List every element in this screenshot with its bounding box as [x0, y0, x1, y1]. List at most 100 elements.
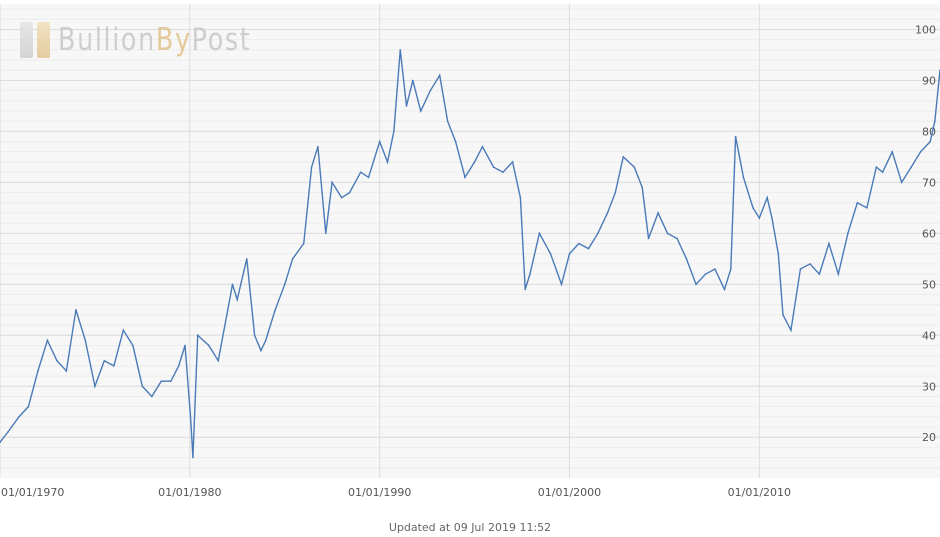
x-axis-tick-labels: 01/01/1970 01/01/1980 01/01/1990 01/01/2000…: [1, 486, 791, 499]
data-point: [875, 166, 878, 168]
logo-bars-icon: [20, 22, 50, 58]
logo-word-post: Post: [191, 22, 252, 58]
data-point: [666, 232, 669, 235]
data-point: [685, 258, 688, 260]
data-point: [340, 196, 343, 199]
data-point: [568, 252, 571, 255]
data-point: [614, 191, 617, 194]
data-point: [704, 273, 707, 275]
data-point: [405, 105, 408, 107]
data-point: [919, 151, 922, 153]
data-point: [419, 110, 422, 112]
data-point: [196, 334, 199, 337]
logo-word-by: By: [155, 22, 192, 58]
data-point: [170, 380, 172, 382]
data-point: [454, 140, 457, 143]
data-point: [184, 344, 186, 347]
data-point: [511, 161, 514, 163]
data-point: [122, 329, 125, 331]
data-point: [578, 242, 580, 245]
data-point: [524, 288, 526, 291]
data-point: [492, 166, 495, 168]
data-point: [189, 416, 192, 418]
data-point: [695, 283, 697, 286]
data-point: [217, 359, 220, 362]
data-point: [866, 207, 868, 209]
x-tick-label: 01/01/1980: [158, 486, 221, 499]
data-point: [828, 242, 830, 245]
data-point: [742, 176, 745, 179]
data-point: [260, 349, 262, 352]
updated-timestamp: Updated at 09 Jul 2019 11:52: [388, 521, 552, 534]
data-point: [723, 288, 726, 291]
data-point: [587, 247, 590, 250]
gold-bar-icon: [37, 22, 50, 58]
data-point: [597, 232, 599, 235]
data-point: [274, 309, 277, 311]
data-point: [27, 405, 30, 408]
x-tick-label: 01/01/2000: [538, 486, 601, 499]
data-point: [734, 135, 737, 138]
data-point: [84, 339, 87, 342]
data-point: [18, 416, 20, 418]
y-tick-label: 40: [922, 329, 936, 342]
data-point: [549, 252, 552, 255]
data-point: [291, 258, 294, 260]
data-point: [777, 252, 780, 255]
data-point: [837, 273, 840, 275]
data-point: [900, 181, 903, 184]
data-point: [160, 380, 163, 382]
data-point: [929, 140, 931, 143]
data-point: [56, 359, 58, 362]
data-point: [245, 258, 248, 260]
plot-background: [0, 4, 940, 478]
data-point: [331, 181, 333, 184]
data-point: [799, 268, 802, 270]
data-point: [393, 130, 395, 133]
data-points: [0, 49, 940, 459]
data-point: [881, 171, 884, 173]
data-point: [847, 232, 849, 235]
data-point: [891, 151, 894, 153]
data-point: [438, 74, 441, 77]
data-point: [790, 329, 792, 331]
data-point: [782, 314, 784, 316]
data-point: [818, 273, 821, 275]
logo-word-bullion: Bullion: [58, 22, 156, 58]
data-point: [529, 273, 531, 275]
data-point: [283, 283, 286, 286]
data-point: [809, 263, 811, 265]
x-tick-label: 01/01/1990: [348, 486, 411, 499]
data-point: [766, 196, 768, 199]
data-point: [519, 196, 522, 199]
data-point: [647, 237, 650, 240]
y-tick-label: 30: [922, 380, 936, 393]
data-point: [75, 309, 77, 311]
data-point: [446, 120, 449, 123]
data-point: [177, 365, 180, 367]
data-point: [253, 334, 256, 337]
data-point: [103, 359, 106, 362]
data-point: [367, 176, 370, 179]
data-point: [429, 89, 432, 92]
y-tick-label: 90: [922, 74, 936, 87]
data-point: [151, 395, 153, 398]
y-tick-label: 20: [922, 431, 936, 444]
data-point: [657, 212, 659, 214]
y-tick-label: 100: [915, 23, 936, 36]
data-point: [113, 365, 115, 367]
data-point: [227, 309, 229, 311]
data-point: [192, 456, 194, 459]
data-point: [46, 339, 49, 342]
data-point: [302, 242, 305, 245]
data-point: [771, 217, 773, 219]
data-point: [264, 339, 267, 342]
data-point: [37, 370, 39, 372]
brand-logo: BullionByPost: [20, 20, 294, 60]
y-tick-label: 70: [922, 176, 936, 189]
x-tick-label: 01/01/1970: [1, 486, 64, 499]
data-point: [473, 161, 476, 163]
data-point: [538, 232, 541, 235]
data-point: [378, 140, 381, 143]
